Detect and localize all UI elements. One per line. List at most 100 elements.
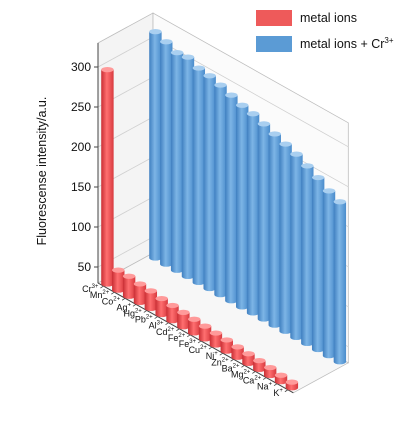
bar-metal-ions	[112, 267, 125, 293]
x-tick-label: Fe3+	[179, 339, 197, 349]
legend-item-metal-ions: metal ions	[256, 8, 402, 28]
bar-body	[290, 154, 303, 340]
y-tick-label: 100	[71, 220, 91, 234]
bar-body	[188, 319, 201, 336]
bar-body	[203, 75, 216, 292]
x-axis: Cr3+Mn2+Co2+Ag+Hg2+Pb2+Al3+Cd2+Fe2+Fe3+C…	[82, 284, 289, 398]
x-tick	[176, 328, 180, 332]
bar-metal-ions	[220, 337, 233, 354]
bar-top	[144, 288, 158, 294]
bar-metal-ions-cr	[268, 131, 281, 328]
bar-metal-ions-cr	[333, 199, 347, 365]
bar-body	[279, 144, 292, 334]
x-tick	[111, 291, 115, 295]
bar-metal-ions-cr	[257, 121, 271, 322]
bar-metal-ions	[242, 351, 255, 366]
bar-body	[231, 346, 244, 360]
bar-body	[170, 52, 184, 273]
y-tick-label: 300	[71, 60, 91, 74]
bar-metal-ions	[188, 316, 201, 336]
bar-metal-ions-cr	[214, 82, 227, 298]
bar-metal-ions-cr	[149, 29, 162, 261]
x-tick-label: Ca2+	[243, 376, 262, 386]
bar-metal-ions-cr	[225, 92, 238, 304]
bar-metal-ions	[177, 309, 190, 330]
bar-top	[231, 344, 244, 350]
bar-body	[263, 367, 277, 379]
bar-top	[181, 54, 195, 60]
bar-top	[170, 50, 184, 56]
bar-top	[236, 102, 249, 108]
x-tick	[197, 340, 202, 344]
bar-top	[209, 330, 223, 336]
x-tick-label: K+	[273, 388, 283, 398]
x-tick-label: Co2+	[102, 296, 121, 306]
bar-body	[101, 69, 114, 287]
bar-metal-ions-cr	[279, 141, 292, 334]
bar-metal-ions-cr	[170, 50, 184, 273]
x-tick-label: Al3+	[149, 321, 164, 331]
x-tick	[284, 389, 289, 393]
bar-body	[214, 85, 227, 298]
x-tick	[154, 316, 158, 319]
bar-metal-ions	[274, 372, 288, 385]
x-tick-label: Fe2+	[168, 333, 186, 343]
bar-metal-ions	[122, 273, 136, 299]
bar-body	[220, 339, 233, 354]
bar-metal-ions	[209, 330, 223, 348]
bar-top	[188, 316, 201, 322]
bar-metal-ions	[101, 67, 114, 287]
bar-metal-ions	[133, 281, 147, 305]
bar-metal-ions-cr	[246, 111, 260, 316]
bar-body	[236, 105, 249, 310]
x-tick-label: Ba2+	[222, 363, 240, 373]
bar-body	[155, 298, 168, 318]
y-axis-title: Fluorescense intensity/a.u.	[35, 96, 49, 246]
x-tick	[219, 352, 223, 356]
x-tick	[262, 377, 267, 380]
bar-body	[209, 333, 223, 348]
bar-body	[192, 68, 206, 286]
bar-body	[144, 290, 158, 312]
y-tick-label: 200	[71, 140, 91, 154]
x-tick-label: Cd2+	[156, 327, 175, 337]
bar-body	[149, 31, 162, 261]
x-tick-label: Mg2+	[231, 369, 251, 379]
bar-top	[257, 121, 271, 127]
bar-metal-ions-cr	[290, 151, 303, 340]
x-tick-label: Ag+	[116, 302, 131, 312]
bar-metal-ions-cr	[301, 163, 314, 347]
x-tick-label: Ni+	[206, 351, 219, 361]
legend-label: metal ions	[300, 11, 357, 25]
x-tick-label: Zn2+	[211, 357, 229, 367]
bar-top	[101, 67, 114, 73]
axes	[97, 43, 294, 394]
bar-top	[242, 351, 255, 357]
bar-metal-ions	[144, 288, 158, 312]
bar-body	[246, 113, 260, 316]
bar-body	[177, 312, 190, 330]
bar-metal-ions	[231, 344, 244, 360]
x-tick-label: Cu2+	[189, 345, 208, 355]
legend-label: metal ions + Cr3+	[300, 36, 394, 52]
x-tick	[100, 285, 104, 289]
bar-top	[198, 323, 212, 329]
bar-top	[112, 267, 125, 273]
x-tick	[132, 304, 137, 307]
x-tick-label: Na+	[257, 382, 273, 392]
bar-top	[214, 82, 227, 88]
bar-metal-ions	[285, 379, 299, 391]
bar-metal-ions	[198, 323, 212, 342]
bar-body	[301, 165, 314, 347]
x-axis-line	[97, 282, 294, 394]
bar-top	[225, 92, 238, 98]
x-tick	[273, 383, 278, 386]
bar-body	[133, 283, 147, 305]
x-tick	[165, 322, 169, 325]
bar-top	[246, 111, 260, 117]
bar-body	[257, 123, 271, 322]
bar-body	[253, 360, 266, 373]
bar-top	[122, 273, 136, 279]
bar-top	[333, 199, 347, 205]
bar-top	[268, 131, 281, 137]
